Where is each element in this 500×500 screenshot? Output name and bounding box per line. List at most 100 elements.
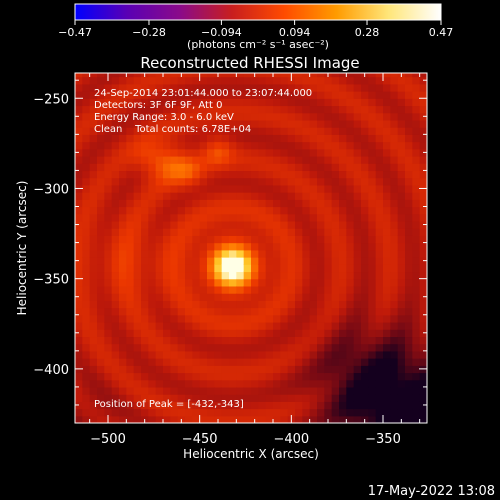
image-pixel (221, 271, 230, 280)
image-pixel (229, 372, 237, 381)
image-pixel (317, 343, 325, 352)
image-pixel (236, 98, 245, 107)
image-pixel (97, 112, 105, 121)
image-pixel (104, 314, 113, 323)
image-pixel (104, 192, 113, 200)
image-pixel (302, 155, 311, 164)
image-pixel (368, 184, 377, 193)
colorbar-tick-label: −0.28 (132, 26, 166, 39)
image-pixel (192, 415, 201, 423)
image-pixel (185, 242, 193, 251)
image-pixel (258, 350, 267, 359)
image-pixel (397, 321, 406, 330)
image-pixel (405, 271, 413, 280)
image-pixel (397, 91, 406, 99)
image-pixel (368, 379, 377, 388)
image-pixel (170, 257, 179, 265)
image-pixel (207, 228, 215, 236)
image-pixel (155, 278, 164, 287)
image-pixel (331, 336, 340, 345)
image-pixel (419, 285, 427, 294)
image-pixel (339, 213, 347, 222)
image-pixel (243, 141, 252, 150)
image-pixel (214, 105, 223, 114)
image-pixel (229, 83, 237, 92)
image-pixel (148, 199, 157, 208)
image-pixel (170, 285, 179, 294)
image-pixel (75, 119, 83, 128)
image-pixel (375, 127, 384, 135)
image-pixel (397, 350, 406, 359)
annotation-energy-range: Energy Range: 3.0 - 6.0 keV (94, 112, 234, 123)
image-pixel (155, 206, 164, 215)
image-pixel (236, 206, 245, 215)
image-pixel (97, 372, 105, 381)
image-pixel (192, 278, 201, 287)
image-pixel (155, 358, 164, 366)
image-pixel (368, 141, 377, 150)
image-pixel (258, 127, 267, 135)
image-pixel (405, 257, 413, 265)
image-pixel (265, 343, 274, 352)
image-pixel (287, 321, 296, 330)
image-pixel (397, 76, 406, 85)
image-pixel (383, 228, 391, 236)
image-pixel (317, 148, 325, 157)
image-pixel (170, 314, 179, 323)
image-pixel (104, 278, 113, 287)
image-pixel (383, 257, 391, 265)
image-pixel (111, 350, 120, 359)
image-pixel (119, 336, 127, 345)
image-pixel (295, 83, 303, 92)
image-pixel (280, 98, 289, 107)
image-pixel (368, 257, 377, 265)
image-pixel (280, 148, 289, 157)
image-pixel (302, 177, 311, 186)
image-pixel (419, 105, 427, 114)
image-pixel (97, 379, 105, 388)
image-pixel (317, 235, 325, 244)
image-pixel (155, 163, 164, 172)
image-pixel (317, 98, 325, 107)
image-pixel (375, 155, 384, 164)
image-pixel (383, 343, 391, 352)
image-pixel (221, 213, 230, 222)
image-pixel (155, 91, 164, 99)
image-pixel (111, 91, 120, 99)
image-pixel (163, 213, 171, 222)
image-pixel (339, 199, 347, 208)
image-pixel (207, 401, 215, 410)
image-pixel (390, 155, 399, 164)
image-pixel (339, 220, 347, 229)
image-pixel (192, 329, 201, 338)
image-pixel (192, 271, 201, 280)
image-pixel (177, 271, 186, 280)
image-pixel (119, 127, 127, 135)
image-pixel (75, 235, 83, 244)
image-pixel (273, 300, 281, 309)
image-pixel (199, 300, 208, 309)
image-pixel (309, 141, 318, 150)
image-pixel (375, 285, 384, 294)
image-pixel (97, 199, 105, 208)
image-pixel (199, 365, 208, 374)
image-pixel (273, 141, 281, 150)
image-pixel (148, 372, 157, 381)
image-pixel (317, 300, 325, 309)
image-pixel (368, 372, 377, 381)
image-pixel (361, 329, 369, 338)
image-pixel (170, 307, 179, 316)
image-pixel (273, 329, 281, 338)
image-pixel (302, 192, 311, 200)
image-pixel (331, 386, 340, 395)
image-pixel (133, 249, 142, 258)
image-pixel (243, 293, 252, 301)
image-pixel (236, 278, 245, 287)
image-pixel (309, 386, 318, 395)
image-pixel (317, 293, 325, 301)
image-pixel (89, 119, 98, 128)
image-pixel (104, 358, 113, 366)
image-pixel (229, 314, 237, 323)
image-pixel (405, 228, 413, 236)
image-pixel (353, 177, 362, 186)
